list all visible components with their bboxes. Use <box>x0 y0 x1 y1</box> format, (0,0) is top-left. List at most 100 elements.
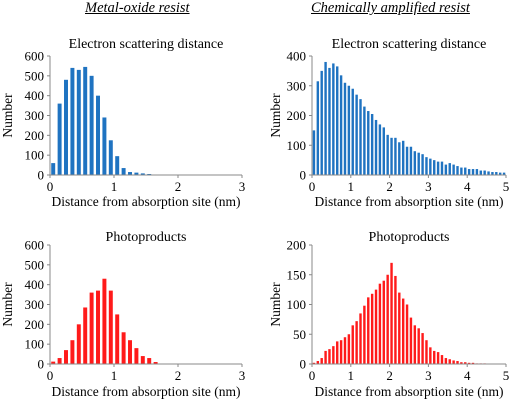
chart-ca-electron-bar <box>336 66 339 175</box>
chart-ca-electron-bar <box>475 169 479 175</box>
chart-ca-electron-bar <box>467 169 471 175</box>
chart-ca-photo-bar <box>363 305 366 364</box>
chart-ca-photo-bar <box>429 347 432 364</box>
chart-mo-electron-bar <box>102 117 107 175</box>
chart-mo-electron-x-tick-label: 0 <box>47 179 54 194</box>
chart-mo-electron-x-tick-label: 1 <box>111 179 118 194</box>
chart-ca-photo-bar <box>339 340 343 364</box>
chart-ca-electron-bar <box>452 164 455 175</box>
chart-ca-electron-bar <box>324 61 327 176</box>
chart-ca-electron-bar <box>436 161 440 175</box>
chart-mo-photo-bar <box>89 292 94 364</box>
chart-ca-photo-bar <box>347 334 351 364</box>
chart-ca-electron-bar <box>483 170 486 175</box>
chart-mo-electron-bar <box>64 79 68 175</box>
chart-ca-electron-bar <box>312 130 316 176</box>
chart-mo-photo-bar <box>153 362 158 364</box>
chart-ca-electron-bar <box>370 114 374 175</box>
chart-ca-electron-bar <box>351 88 354 175</box>
chart-ca-electron-bar <box>374 119 378 175</box>
chart-ca-photo-bar <box>448 359 451 364</box>
chart-mo-electron-y-tick-label: 400 <box>25 88 45 103</box>
chart-mo-photo-bar <box>64 350 68 364</box>
chart-ca-electron-y-tick-label: 400 <box>287 49 307 64</box>
metal-oxide-resist-header: Metal-oxide resist <box>85 0 190 16</box>
chart-mo-photo-x-tick-label: 1 <box>111 368 118 383</box>
chart-ca-photo-y-tick-label: 100 <box>287 297 307 312</box>
chart-ca-photo-bar <box>324 350 327 364</box>
chart-ca-photo-bar <box>370 293 374 364</box>
chart-ca-photo-y-tick-label: 0 <box>300 357 307 372</box>
chart-mo-electron-bar <box>108 140 113 175</box>
chart-ca-photo-bar <box>452 360 455 364</box>
chart-ca-photo-bar <box>320 358 323 364</box>
chart-mo-photo-x-tick-label: 3 <box>239 368 246 383</box>
chart-ca-photo-bar <box>394 275 397 364</box>
chart-mo-electron-y-tick-label: 300 <box>25 108 45 123</box>
chart-ca-photo-x-tick-label: 2 <box>386 368 393 383</box>
chart-ca-photo-bar <box>374 289 378 365</box>
chart-mo-electron-bar <box>57 103 62 175</box>
chart-mo-photo-bar <box>128 340 132 364</box>
chart-ca-electron-bar <box>363 106 366 175</box>
chart-ca-photo-bar <box>433 350 436 364</box>
chart-ca-electron-bar <box>495 172 498 175</box>
chart-ca-electron-bar <box>421 154 424 175</box>
chart-mo-photo-y-tick-label: 400 <box>25 277 45 292</box>
chart-mo-photo-bar <box>134 348 139 364</box>
chart-mo-electron-bar <box>140 173 145 175</box>
chart-ca-photo-bar <box>332 346 335 364</box>
chart-ca-electron-bar <box>328 67 331 175</box>
chart-ca-electron-bar <box>487 171 490 175</box>
chart-ca-electron-x-tick-label: 2 <box>386 179 393 194</box>
chart-ca-electron-y-tick-label: 100 <box>287 138 307 153</box>
chart-mo-electron-bar <box>83 66 88 175</box>
chart-ca-photo-bar <box>436 352 440 364</box>
chart-ca-photo-bar <box>409 317 413 364</box>
chart-mo-electron-y-tick-label: 600 <box>25 49 45 64</box>
chart-ca-electron-bar <box>320 70 323 176</box>
chart-ca-electron-x-tick-label: 5 <box>503 179 510 194</box>
chart-ca-electron-bar <box>343 82 347 175</box>
chart-ca-photo-bar <box>460 362 463 364</box>
chart-ca-electron-bar <box>394 137 397 175</box>
chart-mo-electron-y-tick-label: 0 <box>38 168 45 183</box>
chart-ca-photo-bar <box>467 362 471 364</box>
chart-ca-electron-bar <box>425 157 428 175</box>
chart-mo-electron-bar <box>115 156 120 175</box>
chart-ca-photo-bar <box>413 325 417 364</box>
chemically-amplified-resist-header: Chemically amplified resist <box>311 0 470 16</box>
chart-ca-electron-bar <box>498 172 502 175</box>
chart-mo-photo-bar <box>70 340 75 364</box>
chart-ca-photo-bar <box>316 361 320 364</box>
chart-ca-electron-title: Electron scattering distance <box>332 37 487 52</box>
chart-ca-photo-x-tick-label: 0 <box>309 368 316 383</box>
chart-ca-photo-y-tick-label: 200 <box>287 238 307 253</box>
chart-ca-photo-bar <box>343 337 347 364</box>
chart-ca-photo-bar <box>471 362 475 364</box>
chart-ca-electron-y-tick-label: 300 <box>287 78 307 93</box>
chart-ca-electron-bar <box>332 63 335 175</box>
chart-ca-electron-y-axis-label: Number <box>268 93 283 138</box>
chart-ca-electron-bar <box>382 127 385 175</box>
chart-mo-electron-x-tick-label: 3 <box>239 179 246 194</box>
chart-ca-electron-bar <box>479 170 482 175</box>
chart-ca-photo-bar <box>444 358 448 364</box>
chart-ca-photo-bar <box>382 280 385 364</box>
chart-ca-photo-bar <box>328 349 331 365</box>
chart-ca-electron-bar <box>316 81 320 175</box>
chart-mo-electron-bar <box>134 172 139 175</box>
chart-ca-electron-bar <box>502 172 506 175</box>
chart-mo-electron-bar <box>70 67 75 175</box>
chart-mo-photo-y-tick-label: 500 <box>25 257 45 272</box>
chart-ca-photo-y-tick-label: 50 <box>293 327 306 342</box>
chart-ca-photo-title: Photoproducts <box>369 230 450 245</box>
chart-mo-electron-bar <box>121 168 126 175</box>
chart-ca-electron-bar <box>464 167 467 175</box>
chart-ca-electron-bar <box>417 152 420 175</box>
chart-mo-electron-y-tick-label: 200 <box>25 128 45 143</box>
chart-mo-photo-bar <box>140 356 145 364</box>
chart-ca-electron-bar <box>347 85 351 175</box>
chart-mo-electron-bar <box>89 75 94 175</box>
